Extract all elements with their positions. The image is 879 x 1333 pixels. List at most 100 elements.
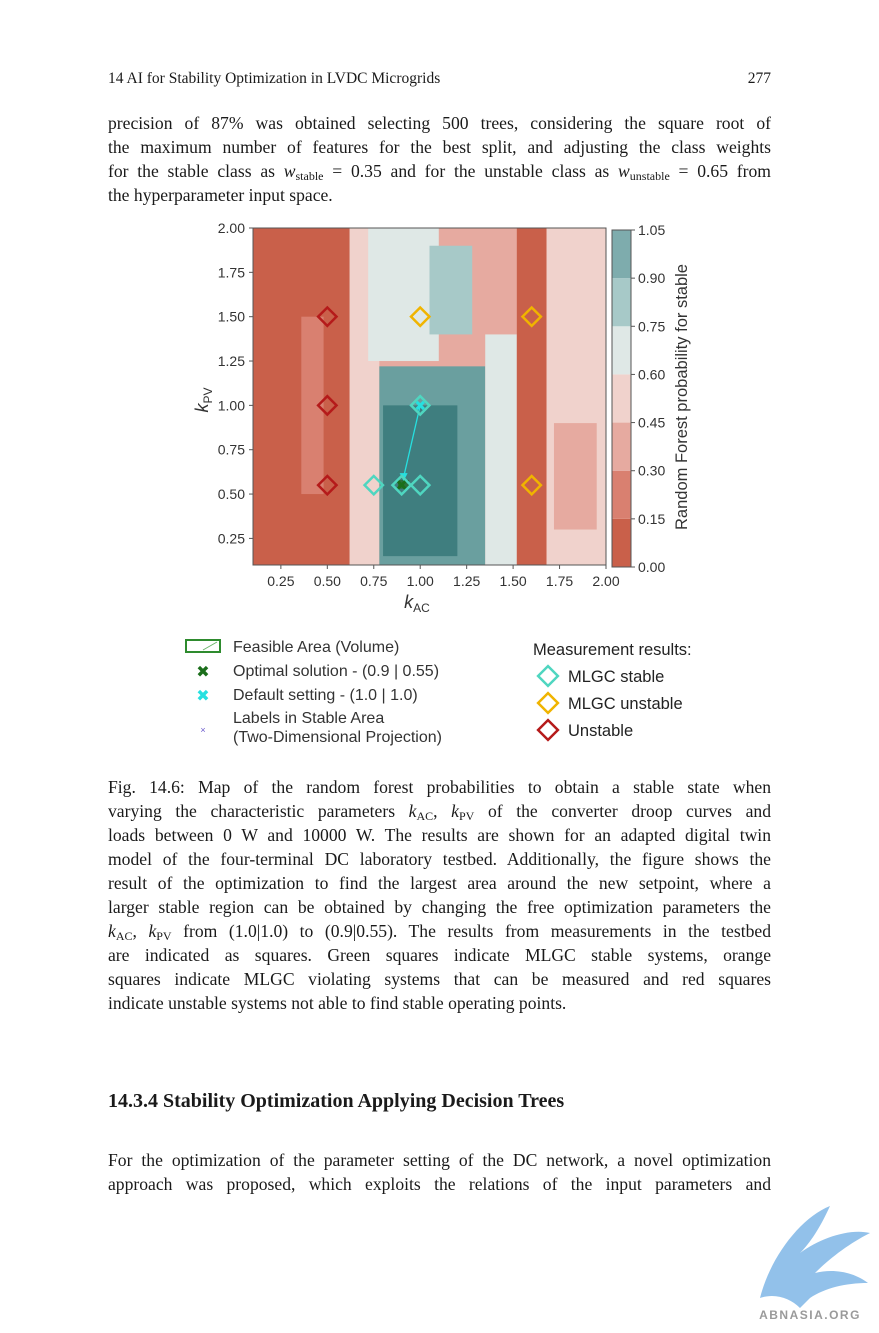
colorbar-segment <box>612 422 631 471</box>
running-title: 14 AI for Stability Optimization in LVDC… <box>108 70 441 87</box>
measurement-marker <box>362 474 385 497</box>
y-tick-label: 1.50 <box>218 309 245 325</box>
caption-line-5: result of the optimization to find the l… <box>108 873 771 893</box>
legend-unstable: Unstable <box>568 722 633 740</box>
mlgc-stable-icon <box>536 664 560 688</box>
optimization-path-line <box>402 405 421 478</box>
intro-line-4: the hyperparameter input space. <box>108 185 333 205</box>
y-tick-label: 1.75 <box>218 264 245 280</box>
x-tick-label: 1.50 <box>499 573 526 589</box>
x-axis-label: kAC <box>404 592 430 615</box>
x-tick-label: 1.25 <box>453 573 480 589</box>
measurement-marker <box>316 474 339 497</box>
colorbar-tick-label: 0.90 <box>638 270 665 286</box>
caption-line-7: kAC, kPV from (1.0|1.0) to (0.9|0.55). T… <box>108 921 772 943</box>
mlgc-unstable-icon <box>536 691 560 715</box>
heat-transition-mid <box>485 334 517 565</box>
feasible-area-swatch <box>185 639 221 653</box>
colorbar-segment <box>612 518 631 567</box>
page-number: 277 <box>747 70 771 87</box>
colorbar-tick-label: 0.00 <box>638 559 665 575</box>
figure-caption: Fig. 14.6: Map of the random forest prob… <box>108 775 771 1015</box>
x-tick-label: 2.00 <box>592 573 619 589</box>
y-tick-label: 0.25 <box>218 530 245 546</box>
colorbar: 1.05 0.90 0.75 0.60 0.45 0.30 0.15 0.00 <box>611 222 665 575</box>
colorbar-tick-label: 0.75 <box>638 318 665 334</box>
heatmap-plot <box>253 228 606 565</box>
y-axis: 2.00 1.75 1.50 1.25 1.00 0.75 0.50 0.25 <box>218 220 253 546</box>
feasible-area <box>397 479 410 489</box>
optimal-marker-icon: ✖ <box>196 664 209 681</box>
y-tick-label: 0.50 <box>218 486 245 502</box>
label-marker-icon: × <box>200 725 205 735</box>
measurement-marker <box>390 474 413 497</box>
colorbar-tick-label: 0.60 <box>638 366 665 382</box>
measurement-marker <box>409 394 432 417</box>
default-setting-marker: ✖ <box>414 397 426 413</box>
legend-mlgc-unstable: MLGC unstable <box>568 695 683 713</box>
heat-patch-right <box>553 423 597 530</box>
colorbar-tick-label: 0.30 <box>638 463 665 479</box>
measurement-marker <box>409 474 432 497</box>
colorbar-segment <box>612 278 631 327</box>
x-tick-label: 1.00 <box>407 573 434 589</box>
optimal-solution-marker: ✖ <box>396 477 408 493</box>
running-header: 14 AI for Stability Optimization in LVDC… <box>108 70 771 88</box>
plot-frame <box>252 227 607 566</box>
feasible-area-hatch <box>202 641 218 651</box>
colorbar-tick-label: 0.15 <box>638 511 665 527</box>
watermark-text: ABNASIA.ORG <box>759 1308 861 1322</box>
section-heading: 14.3.4 Stability Optimization Applying D… <box>108 1090 565 1112</box>
caption-line-4: model of the four-terminal DC laboratory… <box>108 849 771 869</box>
legend: Feasible Area (Volume) ✖ Optimal solutio… <box>185 639 692 746</box>
caption-line-1: Fig. 14.6: Map of the random forest prob… <box>108 777 771 797</box>
x-tick-label: 0.75 <box>360 573 387 589</box>
legend-mlgc-stable: MLGC stable <box>568 668 664 686</box>
colorbar-segment <box>612 326 631 375</box>
y-axis-label: kPV <box>192 387 215 412</box>
caption-line-10: indicate unstable systems not able to fi… <box>108 993 567 1013</box>
x-tick-label: 0.50 <box>314 573 341 589</box>
caption-line-6: larger stable region can be obtained by … <box>108 897 771 917</box>
measurement-marker <box>316 305 339 328</box>
measurement-marker <box>520 474 543 497</box>
heat-core-stable <box>383 405 458 557</box>
publisher-logo: ABNASIA.ORG <box>759 1206 870 1322</box>
body-line-2: approach was proposed, which exploits th… <box>108 1174 771 1194</box>
x-tick-label: 1.75 <box>546 573 573 589</box>
y-tick-label: 1.00 <box>218 397 245 413</box>
x-tick-label: 0.25 <box>267 573 294 589</box>
measurement-marker <box>520 305 543 328</box>
legend-labels-1: Labels in Stable Area <box>233 710 384 727</box>
figure-probability-map: 2.00 1.75 1.50 1.25 1.00 0.75 0.50 0.25 0.25 0.5… <box>185 220 692 746</box>
legend-labels-2: (Two-Dimensional Projection) <box>233 729 442 746</box>
y-tick-label: 0.75 <box>218 442 245 458</box>
caption-line-3: loads between 0 W and 10000 W. The resul… <box>108 825 771 845</box>
unstable-icon <box>536 718 560 742</box>
default-marker-icon: ✖ <box>196 688 209 705</box>
colorbar-label: Random Forest probability for stable <box>673 264 691 530</box>
colorbar-tick-label: 1.05 <box>638 222 665 238</box>
x-axis: 0.25 0.50 0.75 1.00 1.25 1.50 1.75 2.00 <box>267 565 620 589</box>
colorbar-tick-label: 0.45 <box>638 415 665 431</box>
measurement-marker <box>316 394 339 417</box>
colorbar-segment <box>612 470 631 519</box>
caption-line-9: squares indicate MLGC violating systems … <box>108 969 771 989</box>
colorbar-frame <box>611 229 632 568</box>
colorbar-segment <box>612 230 631 279</box>
caption-line-8: are indicated as squares. Green squares … <box>108 945 771 965</box>
colorbar-segment <box>612 374 631 423</box>
intro-line-3: for the stable class as wstable = 0.35 a… <box>108 161 771 183</box>
intro-line-1: precision of 87% was obtained selecting … <box>108 113 771 133</box>
measurement-marker <box>409 305 432 328</box>
griffin-icon <box>760 1206 870 1308</box>
heat-unstable-streak <box>301 316 324 495</box>
body-paragraph: For the optimization of the parameter se… <box>108 1148 771 1196</box>
intro-paragraph: precision of 87% was obtained selecting … <box>108 111 771 207</box>
y-tick-label: 1.25 <box>218 353 245 369</box>
legend-measurement-title: Measurement results: <box>533 641 692 659</box>
caption-line-2: varying the characteristic parameters kA… <box>108 801 771 823</box>
measurement-markers: ✖✖ <box>316 305 543 497</box>
heat-stable-top <box>368 228 439 362</box>
legend-default: Default setting - (1.0 | 1.0) <box>233 687 418 704</box>
